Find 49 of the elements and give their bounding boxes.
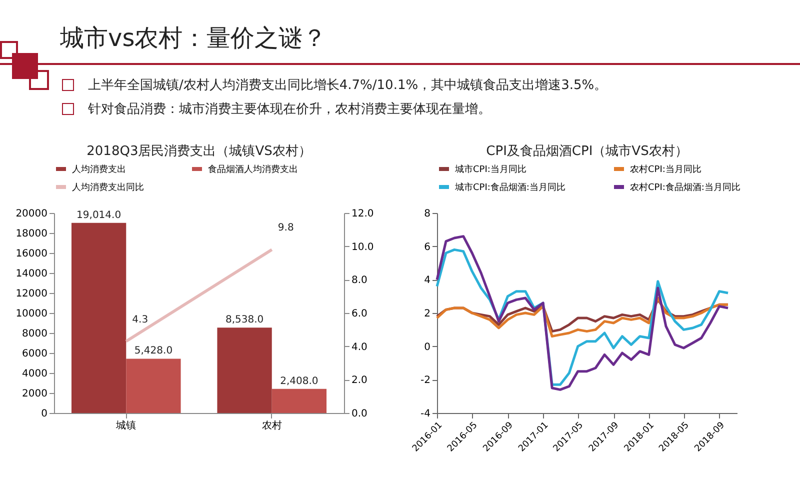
bar (217, 328, 272, 413)
text: 城市vs农村：量价之谜？ (60, 23, 327, 54)
y-tick-label: 8000 (22, 328, 48, 340)
y-tick-label: 10000 (16, 308, 48, 320)
legend-label: 食品烟酒人均消费支出 (208, 164, 298, 175)
y2-tick-label: 4.0 (352, 342, 368, 353)
y-tick-label: 14000 (16, 268, 48, 280)
y-tick-label: -2 (420, 375, 430, 386)
y-tick-label: 2000 (22, 388, 48, 400)
y2-tick-label: 0.0 (352, 408, 368, 420)
legend-label: 城市CPI:当月同比 (454, 164, 526, 175)
legend-label: 人均消费支出同比 (72, 182, 144, 193)
y-tick-label: 8 (424, 208, 430, 220)
y-tick-label: 12000 (16, 288, 48, 300)
bar (126, 358, 181, 413)
y-tick-label: 2 (424, 308, 430, 320)
text: 上半年全国城镇/农村人均消费支出同比增长4.7%/10.1%，其中城镇食品支出增速3.5%。 (88, 77, 608, 94)
data-label: 5,428.0 (134, 346, 173, 357)
x-tick-label: 城镇 (115, 420, 136, 432)
legend-label: 农村CPI:食品烟酒:当月同比 (630, 182, 740, 193)
legend-label: 农村CPI:当月同比 (630, 164, 702, 175)
y-tick-label: 0 (424, 342, 430, 353)
y2-tick-label: 12.0 (352, 208, 374, 220)
data-label: 8,538.0 (225, 314, 264, 326)
chart-title: CPI及食品烟酒CPI（城市VS农村） (486, 144, 688, 159)
legend-label: 城市CPI:食品烟酒:当月同比 (454, 182, 566, 193)
y-tick-label: 6 (424, 242, 430, 253)
y-tick-label: 18000 (16, 228, 48, 240)
y-tick-label: 20000 (16, 208, 48, 220)
data-label: 19,014.0 (76, 210, 122, 221)
y-tick-label: 4000 (22, 368, 48, 380)
data-label: 9.8 (278, 222, 294, 234)
bar (71, 222, 126, 413)
chart-title: 2018Q3居民消费支出（城镇VS农村） (86, 144, 312, 159)
x-tick-label: 农村 (262, 420, 282, 432)
y-tick-label: 6000 (22, 348, 48, 360)
y-tick-label: 16000 (16, 248, 48, 260)
text: 针对食品消费：城市消费主要体现在价升，农村消费主要体现在量增。 (88, 101, 491, 118)
data-label: 4.3 (132, 314, 148, 326)
bar (272, 388, 327, 413)
y2-tick-label: 6.0 (352, 308, 368, 320)
y-tick-label: 4 (424, 275, 430, 286)
y-tick-label: 0 (41, 408, 48, 420)
legend-label: 人均消费支出 (72, 164, 126, 175)
y2-tick-label: 8.0 (352, 275, 368, 286)
y-tick-label: -4 (420, 408, 430, 420)
data-label: 2,408.0 (280, 376, 318, 387)
y2-tick-label: 2.0 (352, 375, 368, 386)
y2-tick-label: 10.0 (352, 242, 374, 253)
